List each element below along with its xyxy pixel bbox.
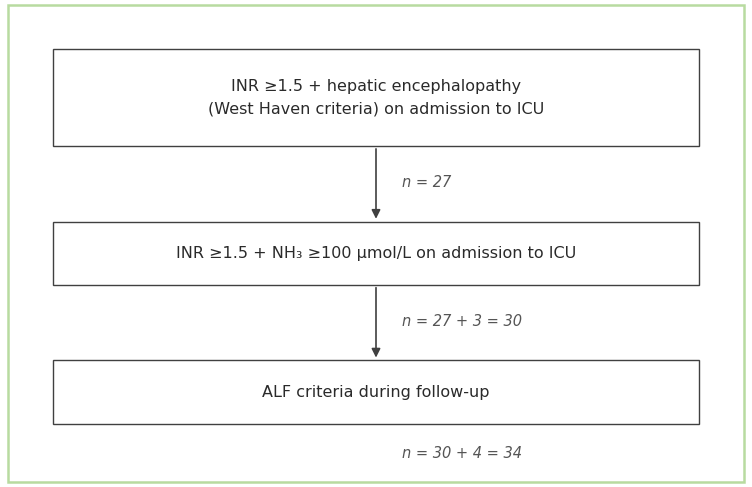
Text: n = 27: n = 27 <box>402 175 451 190</box>
Text: n = 27 + 3 = 30: n = 27 + 3 = 30 <box>402 314 523 329</box>
FancyBboxPatch shape <box>53 49 699 146</box>
FancyBboxPatch shape <box>53 360 699 424</box>
Text: n = 30 + 4 = 34: n = 30 + 4 = 34 <box>402 447 523 461</box>
FancyBboxPatch shape <box>53 222 699 285</box>
Text: ALF criteria during follow-up: ALF criteria during follow-up <box>262 385 490 399</box>
Text: INR ≥1.5 + hepatic encephalopathy
(West Haven criteria) on admission to ICU: INR ≥1.5 + hepatic encephalopathy (West … <box>208 79 544 116</box>
Text: INR ≥1.5 + NH₃ ≥100 μmol/L on admission to ICU: INR ≥1.5 + NH₃ ≥100 μmol/L on admission … <box>176 246 576 261</box>
FancyBboxPatch shape <box>8 5 744 482</box>
